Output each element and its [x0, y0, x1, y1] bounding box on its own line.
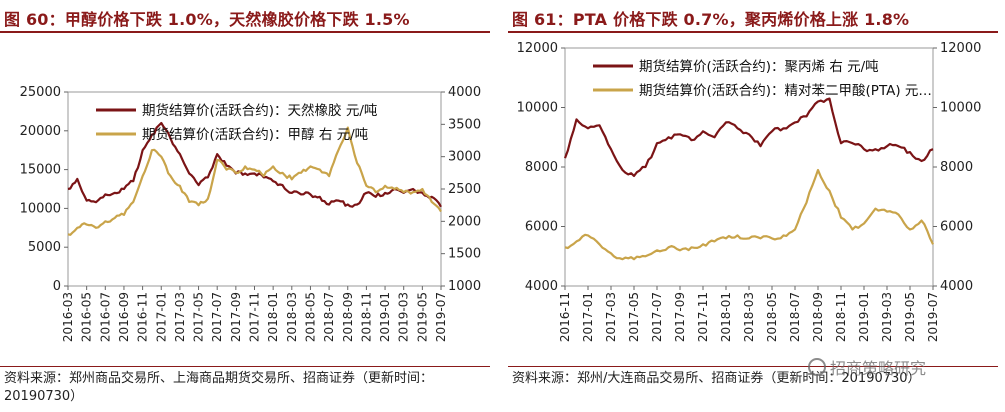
y-tick-label: 20000 — [20, 124, 61, 139]
y-tick-label: 6000 — [525, 220, 558, 235]
source-note: 资料来源：郑州商品交易所、上海商品期货交易所、招商证券（更新时间：2019073… — [4, 371, 434, 404]
legend-label: 期货结算价(活跃合约)：甲醇 右 元/吨 — [142, 126, 368, 143]
x-tick-label: 2019-03 — [880, 292, 894, 342]
source-rule — [508, 366, 998, 367]
x-tick-label: 2018-03 — [742, 292, 756, 342]
x-tick-label: 2019-05 — [903, 292, 917, 342]
x-tick-label: 2017-09 — [673, 292, 687, 342]
legend-label: 期货结算价(活跃合约)：精对苯二甲酸(PTA) 元… — [639, 82, 932, 99]
y-tick-label: 5000 — [28, 240, 61, 255]
y-tick-label: 8000 — [525, 160, 558, 175]
x-tick-label: 2018-05 — [303, 292, 317, 342]
title-rule — [508, 31, 998, 33]
x-tick-label: 2017-01 — [581, 292, 595, 342]
source-rule — [0, 366, 490, 367]
y2-tick-label: 2500 — [448, 182, 481, 197]
chart-title: 图 60：甲醇价格下跌 1.0%，天然橡胶价格下跌 1.5% — [4, 10, 410, 29]
series-line — [563, 97, 934, 177]
x-tick-label: 2019-03 — [397, 292, 411, 342]
x-tick-label: 2018-01 — [719, 292, 733, 342]
y2-tick-label: 4000 — [448, 85, 481, 100]
x-tick-label: 2017-01 — [154, 292, 168, 342]
y2-tick-label: 3500 — [448, 117, 481, 132]
y2-tick-label: 1000 — [448, 279, 481, 294]
y2-tick-label: 2000 — [448, 214, 481, 229]
y2-tick-label: 4000 — [940, 279, 973, 294]
x-tick-label: 2018-01 — [266, 292, 280, 342]
wechat-icon — [808, 358, 826, 376]
x-tick-label: 2018-07 — [322, 292, 336, 342]
x-tick-label: 2019-07 — [926, 292, 940, 342]
x-tick-label: 2017-11 — [696, 292, 710, 342]
chart-panel-right: 图 61：PTA 价格下跌 0.7%，聚丙烯价格上涨 1.8% 4000 6000… — [508, 0, 1005, 412]
x-tick-label: 2016-09 — [117, 292, 131, 342]
y-tick-label: 10000 — [20, 201, 61, 216]
y2-tick-label: 1500 — [448, 247, 481, 262]
x-tick-label: 2016-03 — [61, 292, 75, 342]
x-tick-label: 2016-07 — [98, 292, 112, 342]
x-tick-label: 2016-11 — [136, 292, 150, 342]
x-tick-label: 2016-05 — [80, 292, 94, 342]
watermark-text: 招商策略研究 — [830, 359, 927, 378]
x-tick-label: 2017-07 — [650, 292, 664, 342]
x-tick-label: 2019-01 — [857, 292, 871, 342]
y2-tick-label: 12000 — [940, 41, 981, 56]
y2-tick-label: 3000 — [448, 150, 481, 165]
y-tick-label: 15000 — [20, 163, 61, 178]
chart-right: 4000 6000 8000 10000 12000 4000 6000 8000 10000 1… — [517, 41, 982, 342]
legend-label: 期货结算价(活跃合约)：天然橡胶 元/吨 — [142, 102, 377, 119]
chart-left: 0 5000 10000 15000 20000 25000 1000 1500 2000 250… — [20, 85, 481, 342]
y-tick-label: 4000 — [525, 279, 558, 294]
x-tick-label: 2017-11 — [248, 292, 262, 342]
legend-label: 期货结算价(活跃合约)：聚丙烯 右 元/吨 — [639, 58, 879, 75]
x-tick-label: 2018-11 — [359, 292, 373, 342]
x-tick-label: 2018-05 — [765, 292, 779, 342]
x-tick-label: 2017-05 — [627, 292, 641, 342]
y2-tick-label: 6000 — [940, 220, 973, 235]
y2-tick-label: 8000 — [940, 160, 973, 175]
x-tick-label: 2017-07 — [210, 292, 224, 342]
y2-tick-label: 10000 — [940, 101, 981, 116]
x-tick-label: 2019-01 — [378, 292, 392, 342]
x-tick-label: 2017-03 — [604, 292, 618, 342]
x-tick-label: 2017-05 — [192, 292, 206, 342]
y-tick-label: 25000 — [20, 85, 61, 100]
series-line — [67, 126, 442, 236]
x-tick-label: 2018-09 — [811, 292, 825, 342]
series-line — [564, 168, 934, 261]
y-tick-label: 0 — [53, 279, 61, 294]
x-tick-label: 2017-03 — [173, 292, 187, 342]
title-rule — [0, 31, 490, 33]
watermark: 招商策略研究 — [808, 355, 926, 379]
y-tick-label: 10000 — [517, 101, 558, 116]
source-note: 资料来源：郑州/大连商品交易所、招商证券（更新时间：20190730） — [512, 371, 921, 386]
y-tick-label: 12000 — [517, 41, 558, 56]
x-tick-label: 2018-11 — [834, 292, 848, 342]
x-tick-label: 2017-09 — [229, 292, 243, 342]
x-tick-label: 2018-07 — [788, 292, 802, 342]
chart-title: 图 61：PTA 价格下跌 0.7%，聚丙烯价格上涨 1.8% — [512, 10, 910, 29]
x-tick-label: 2018-09 — [341, 292, 355, 342]
chart-panel-left: 图 60：甲醇价格下跌 1.0%，天然橡胶价格下跌 1.5% 0 5000 1000… — [0, 0, 497, 412]
series-line — [67, 121, 442, 208]
x-tick-label: 2019-05 — [415, 292, 429, 342]
x-tick-label: 2016-11 — [558, 292, 572, 342]
x-tick-label: 2018-03 — [285, 292, 299, 342]
x-tick-label: 2019-07 — [434, 292, 448, 342]
